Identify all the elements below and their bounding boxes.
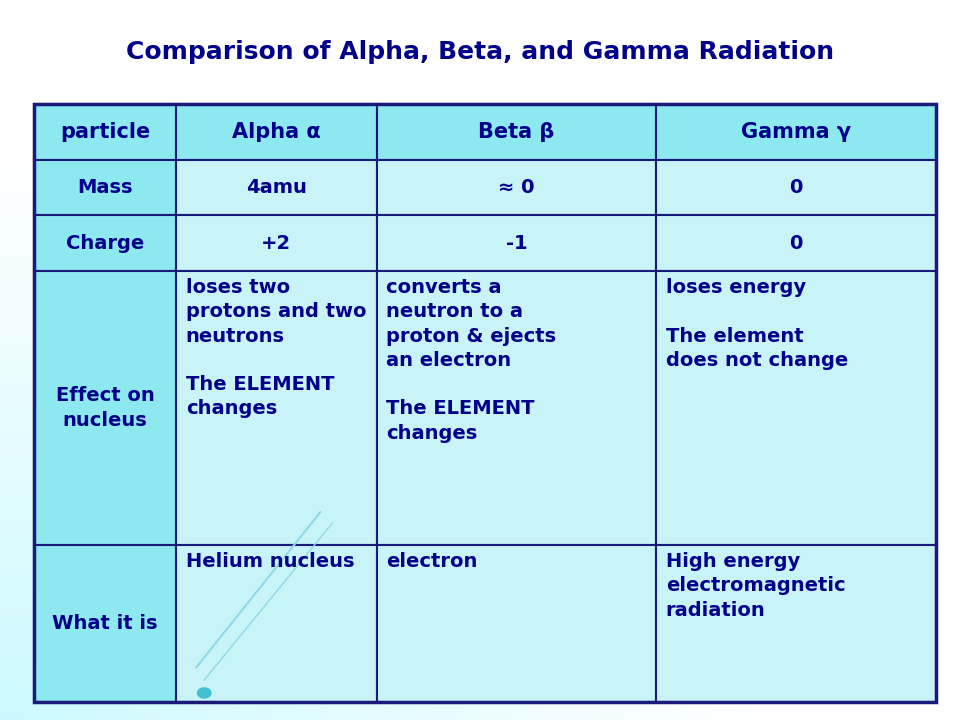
Text: Mass: Mass — [77, 178, 132, 197]
Text: loses two
protons and two
neutrons

The ELEMENT
changes: loses two protons and two neutrons The E… — [186, 278, 367, 418]
Text: loses energy

The element
does not change: loses energy The element does not change — [666, 278, 848, 370]
Text: -1: -1 — [506, 233, 527, 253]
Text: converts a
neutron to a
proton & ejects
an electron

The ELEMENT
changes: converts a neutron to a proton & ejects … — [386, 278, 556, 443]
Text: Comparison of Alpha, Beta, and Gamma Radiation: Comparison of Alpha, Beta, and Gamma Rad… — [126, 40, 834, 63]
Text: High energy
electromagnetic
radiation: High energy electromagnetic radiation — [666, 552, 846, 620]
Text: Beta β: Beta β — [478, 122, 555, 142]
Text: 0: 0 — [789, 233, 803, 253]
Text: particle: particle — [60, 122, 150, 142]
Text: Charge: Charge — [66, 233, 144, 253]
Text: ≈ 0: ≈ 0 — [498, 178, 535, 197]
Text: Effect on
nucleus: Effect on nucleus — [56, 386, 155, 430]
Text: Gamma γ: Gamma γ — [741, 122, 852, 142]
Text: What it is: What it is — [52, 614, 157, 633]
Text: Alpha α: Alpha α — [232, 122, 321, 142]
Text: 4amu: 4amu — [246, 178, 307, 197]
Text: +2: +2 — [261, 233, 292, 253]
Text: electron: electron — [386, 552, 477, 571]
Text: 0: 0 — [789, 178, 803, 197]
Text: Helium nucleus: Helium nucleus — [186, 552, 354, 571]
